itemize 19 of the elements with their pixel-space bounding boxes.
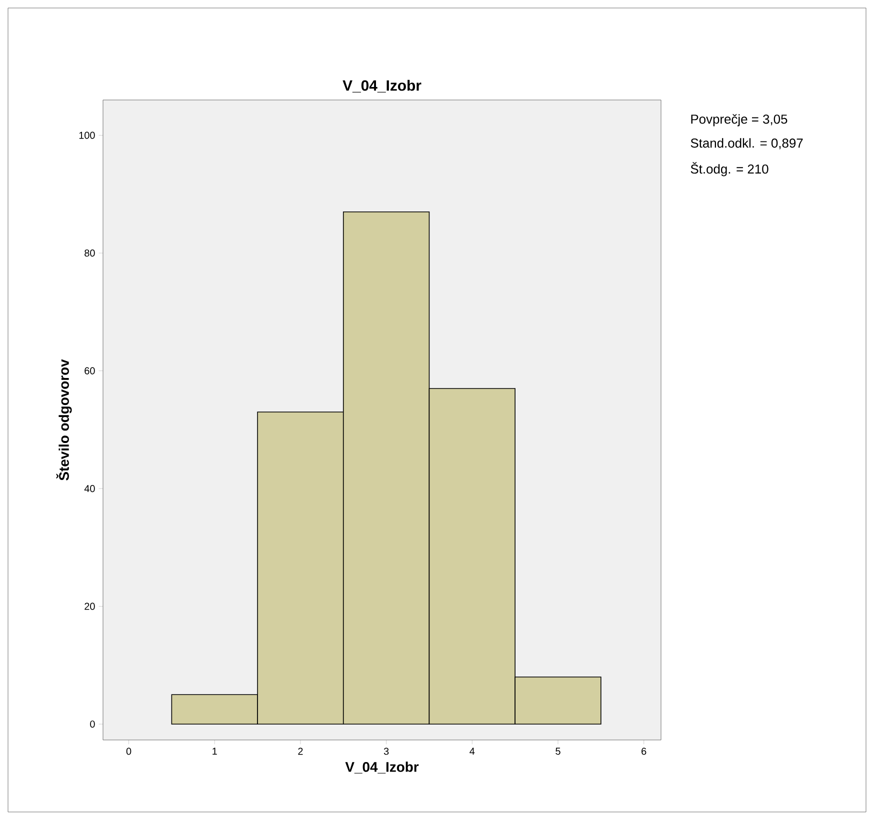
x-tick-label: 6 — [642, 748, 646, 755]
text: Št.odg. = 210 — [690, 162, 768, 176]
y-axis-title: Število odgovorov — [56, 359, 72, 480]
chart-title: V_04_Izobr — [342, 80, 422, 92]
text: Stand.odkl. = 0,897 — [690, 138, 803, 150]
x-tick-label: 3 — [384, 748, 389, 755]
x-tick-label: 4 — [470, 748, 475, 755]
x-tick-label: 5 — [556, 748, 560, 755]
x-tick-label: 2 — [298, 748, 303, 755]
y-tick-label: 80 — [84, 250, 95, 257]
x-tick-label: 1 — [212, 748, 217, 755]
y-tick-label: 100 — [79, 132, 95, 139]
y-tick-label: 60 — [84, 367, 95, 374]
text: Povprečje = 3,05 — [691, 114, 788, 126]
y-tick-label: 40 — [84, 485, 95, 492]
x-axis-title: V_04_Izobr — [345, 762, 419, 774]
y-tick-label: 0 — [90, 720, 95, 728]
x-tick-label: 0 — [126, 748, 132, 755]
y-tick-label: 20 — [84, 602, 95, 610]
